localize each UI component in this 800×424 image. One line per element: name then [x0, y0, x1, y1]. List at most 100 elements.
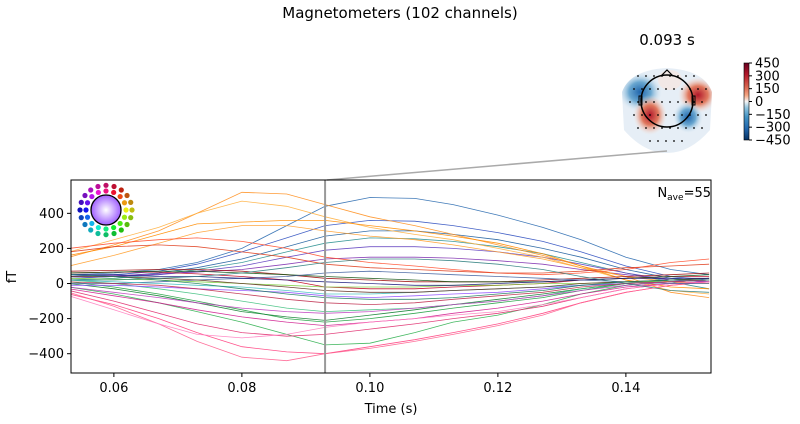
sensor-dot	[645, 75, 647, 77]
sensor-dot	[129, 207, 135, 213]
time-connector-line	[326, 150, 668, 181]
sensor-dot	[637, 127, 639, 129]
channel-line-20	[71, 281, 710, 362]
sensor-dot	[103, 226, 109, 232]
sensor-dot	[111, 183, 117, 190]
sensor-dot	[681, 88, 683, 90]
channel-line-8	[71, 220, 710, 290]
sensor-dot	[95, 224, 101, 231]
sensor-dot	[629, 101, 631, 103]
sensor-dot	[661, 75, 663, 77]
y-tick-label: 0	[56, 277, 64, 292]
sensor-dot	[685, 101, 687, 103]
sensor-dot	[103, 232, 109, 238]
sensor-dot	[84, 200, 91, 206]
colorbar-tick-label: 0	[755, 95, 763, 110]
sensor-dot	[128, 215, 134, 221]
sensor-dot	[118, 227, 124, 233]
sensor-dot	[697, 114, 699, 116]
butterfly-plot: 0.06 0.08 0.10 0.12 0.14 −400 −200 0 200 400 Tim…	[5, 179, 712, 417]
sensor-dot	[128, 199, 134, 205]
sensor-dot	[103, 188, 109, 194]
sensor-dot	[124, 221, 130, 228]
sensor-dot	[649, 140, 651, 142]
sensor-dot	[669, 75, 671, 77]
sensor-dot	[117, 193, 123, 200]
axes-frame	[70, 179, 712, 374]
sensor-dot	[653, 127, 655, 129]
sensor-dot	[123, 207, 129, 213]
channel-line-29	[71, 276, 710, 293]
sensor-dot	[637, 101, 639, 103]
sensor-dot	[95, 183, 101, 190]
sensor-dot	[657, 88, 659, 90]
sensor-dot	[645, 101, 647, 103]
topomap: 0.093 s	[622, 31, 712, 153]
sensor-dot	[693, 127, 695, 129]
sensor-dot	[111, 189, 117, 196]
channel-line-7	[71, 200, 710, 295]
colorbar-tick-label: 150	[755, 82, 780, 97]
sensor-dot	[701, 127, 703, 129]
sensor-dot	[82, 221, 88, 228]
head-outline	[90, 194, 122, 226]
sensor-dot	[84, 214, 91, 220]
sensor-dot	[645, 127, 647, 129]
y-tick-label: −400	[28, 347, 64, 362]
x-tick-label: 0.08	[227, 381, 256, 396]
channel-line-12	[71, 269, 710, 283]
sensor-dot	[673, 88, 675, 90]
sensor-dot	[705, 88, 707, 90]
channel-line-31	[71, 279, 710, 306]
sensor-dot	[705, 114, 707, 116]
channel-line-10	[71, 237, 710, 276]
sensor-dot	[649, 88, 651, 90]
sensor-dot	[82, 192, 88, 199]
colorbar-tick-label: −300	[755, 121, 791, 136]
y-tick-label: 200	[39, 242, 64, 257]
colorbar-tick-label: −150	[755, 108, 791, 123]
sensor-dot	[78, 199, 84, 205]
channel-line-33	[71, 258, 710, 293]
channel-line-15	[71, 277, 710, 323]
sensor-dot	[103, 182, 109, 188]
sensor-dot	[693, 75, 695, 77]
y-tick-label: −200	[28, 312, 64, 327]
channel-line-18	[71, 277, 710, 313]
colorbar-tick-label: −450	[755, 134, 791, 149]
sensor-dot	[89, 220, 95, 227]
sensor-dot	[677, 75, 679, 77]
sensor-dot	[653, 101, 655, 103]
channel-line-0	[71, 197, 710, 276]
sensor-dot	[685, 127, 687, 129]
sensor-dot	[677, 127, 679, 129]
y-tick-label: 400	[39, 207, 64, 222]
sensor-dot	[88, 187, 94, 193]
sensor-dot	[669, 101, 671, 103]
sensor-dot	[693, 101, 695, 103]
sensor-legend-icon	[77, 182, 135, 238]
sensor-dot	[83, 207, 89, 213]
y-axis-label: fT	[5, 271, 20, 284]
sensor-dot	[637, 75, 639, 77]
x-tick-label: 0.12	[483, 381, 512, 396]
channel-line-23	[71, 279, 710, 314]
sensor-dot	[88, 227, 94, 233]
sensor-dot	[633, 114, 635, 116]
sensor-dot	[121, 214, 128, 220]
sensor-dot	[118, 187, 124, 193]
sensor-dot	[665, 88, 667, 90]
sensor-dot	[633, 88, 635, 90]
head-outline	[640, 74, 694, 128]
sensor-dot	[124, 192, 130, 199]
sensor-dot	[657, 140, 659, 142]
sensor-dot	[669, 127, 671, 129]
sensor-dot	[89, 193, 95, 200]
sensor-dot	[665, 114, 667, 116]
channel-line-32	[71, 274, 710, 300]
sensor-dot	[677, 101, 679, 103]
colorbar-tick-label: 450	[755, 57, 780, 72]
x-tick-label: 0.14	[611, 381, 640, 396]
